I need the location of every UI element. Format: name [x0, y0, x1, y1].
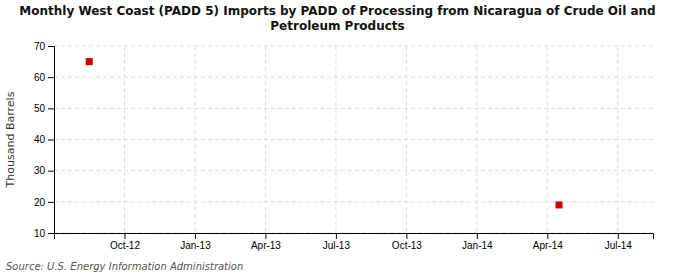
data-point	[556, 201, 563, 208]
y-tick: 60	[34, 72, 54, 83]
x-tick-label: Oct-12	[110, 240, 140, 251]
y-tick: 70	[34, 41, 54, 52]
y-tick-mark	[48, 202, 54, 203]
y-tick-label: 60	[34, 72, 46, 83]
grid-line-x	[265, 46, 266, 233]
grid-line-x	[194, 46, 195, 233]
grid-line-x	[406, 46, 407, 233]
source: Source: U.S. Energy Information Administ…	[6, 261, 243, 272]
y-tick-mark	[48, 233, 54, 234]
y-tick: 10	[34, 228, 54, 239]
grid-line-x	[547, 46, 548, 233]
title-line: Petroleum Products	[270, 19, 404, 33]
chart-svg: Monthly West Coast (PADD 5) Imports by P…	[0, 0, 675, 275]
x-tick-mark	[547, 233, 548, 239]
x-tick-mark	[477, 233, 478, 239]
x-tick: Apr-14	[533, 233, 563, 251]
data-point	[86, 58, 93, 65]
y-tick-label: 50	[34, 103, 46, 114]
title-line: Monthly West Coast (PADD 5) Imports by P…	[19, 4, 655, 18]
y-tick-label: 70	[34, 41, 46, 52]
y-tick: 30	[34, 165, 54, 176]
y-axis: 10 20 30 40 50 60 70	[34, 41, 55, 239]
x-tick-label: Oct-13	[392, 240, 422, 251]
points	[86, 58, 563, 208]
grid-line-x	[476, 46, 477, 233]
x-tick: Jul-14	[605, 233, 633, 251]
y-tick-label: 40	[34, 134, 46, 145]
y-tick: 20	[34, 197, 54, 208]
grid-line-x	[335, 46, 336, 233]
x-tick-mark	[195, 233, 196, 239]
grid	[54, 46, 653, 233]
x-tick-label: Apr-13	[251, 240, 281, 251]
plot-area: Oct-12 Jan-13 Apr-13 Jul-13 Oct-13 Jan-14 Apr-…	[34, 41, 654, 251]
x-axis: Oct-12 Jan-13 Apr-13 Jul-13 Oct-13 Jan-14 Apr-…	[55, 233, 654, 251]
y-tick-label: 20	[34, 197, 46, 208]
x-tick: Jan-13	[180, 233, 211, 251]
x-tick: Oct-13	[392, 233, 422, 251]
x-tick-label: Jan-14	[462, 240, 493, 251]
x-tick-mark	[124, 233, 125, 239]
y-tick-label: 10	[34, 228, 46, 239]
y-axis-line	[48, 47, 55, 234]
x-tick-mark	[406, 233, 407, 239]
grid-line-y	[54, 201, 653, 202]
grid-line-y	[54, 108, 653, 109]
y-axis-title: Thousand Barrels	[4, 91, 17, 188]
grid-line-y	[54, 46, 653, 47]
grid-line-y	[54, 139, 653, 140]
x-tick-mark	[265, 233, 266, 239]
y-tick: 50	[34, 103, 54, 114]
title: Monthly West Coast (PADD 5) Imports by P…	[19, 4, 655, 33]
y-tick-label: 30	[34, 165, 46, 176]
y-tick-mark	[48, 46, 54, 47]
x-tick: Jul-13	[323, 233, 351, 251]
x-tick: Jan-14	[462, 233, 493, 251]
x-tick-label: Jul-13	[323, 240, 351, 251]
y-tick-mark	[48, 171, 54, 172]
x-tick-label: Jan-13	[180, 240, 211, 251]
x-tick: Oct-12	[110, 233, 140, 251]
x-tick: Apr-13	[251, 233, 281, 251]
chart-container: Monthly West Coast (PADD 5) Imports by P…	[0, 0, 675, 275]
grid-line-y	[54, 170, 653, 171]
y-tick-mark	[48, 140, 54, 141]
grid-line-x	[124, 46, 125, 233]
grid-line-y	[54, 77, 653, 78]
grid-line-x	[617, 46, 618, 233]
x-tick-label: Jul-14	[605, 240, 633, 251]
x-tick-label: Apr-14	[533, 240, 563, 251]
x-tick-mark	[336, 233, 337, 239]
x-axis-line	[55, 234, 654, 240]
y-tick: 40	[34, 134, 54, 145]
y-tick-mark	[48, 108, 54, 109]
x-tick-mark	[618, 233, 619, 239]
y-tick-mark	[48, 77, 54, 78]
